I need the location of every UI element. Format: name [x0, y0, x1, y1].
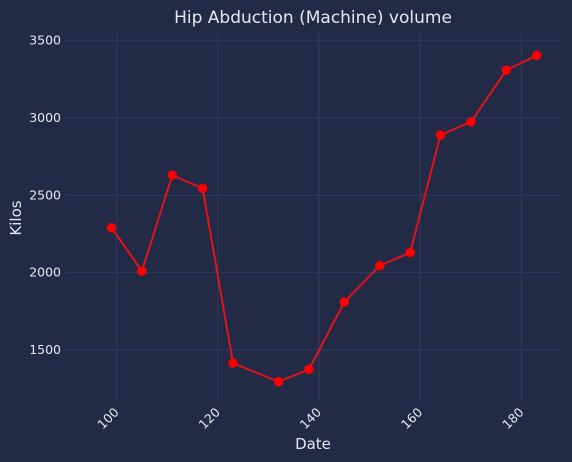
y-tick-label: 3500: [29, 33, 61, 48]
data-point: [531, 50, 542, 61]
data-point: [339, 297, 350, 307]
series-layer: [106, 50, 542, 387]
chart-title: Hip Abduction (Machine) volume: [174, 8, 452, 28]
x-axis-label: Date: [295, 435, 331, 453]
data-point: [167, 170, 178, 180]
y-axis-ticks: 1500 2000 2500 3000 3500: [29, 33, 61, 357]
data-point: [273, 376, 284, 387]
data-point: [304, 364, 314, 375]
data-point: [405, 247, 415, 258]
data-point: [197, 183, 208, 194]
data-point: [466, 117, 476, 127]
data-point: [106, 223, 117, 233]
y-tick-label: 1500: [29, 342, 61, 357]
y-axis-label: Kilos: [7, 200, 25, 235]
y-tick-label: 2500: [29, 187, 61, 202]
y-tick-label: 2000: [29, 265, 61, 280]
data-point: [375, 260, 385, 271]
data-point: [501, 65, 512, 75]
series-line: [110, 54, 538, 383]
y-tick-label: 3000: [29, 110, 61, 125]
data-point: [137, 266, 147, 276]
data-point: [435, 130, 446, 140]
data-point: [228, 358, 238, 368]
